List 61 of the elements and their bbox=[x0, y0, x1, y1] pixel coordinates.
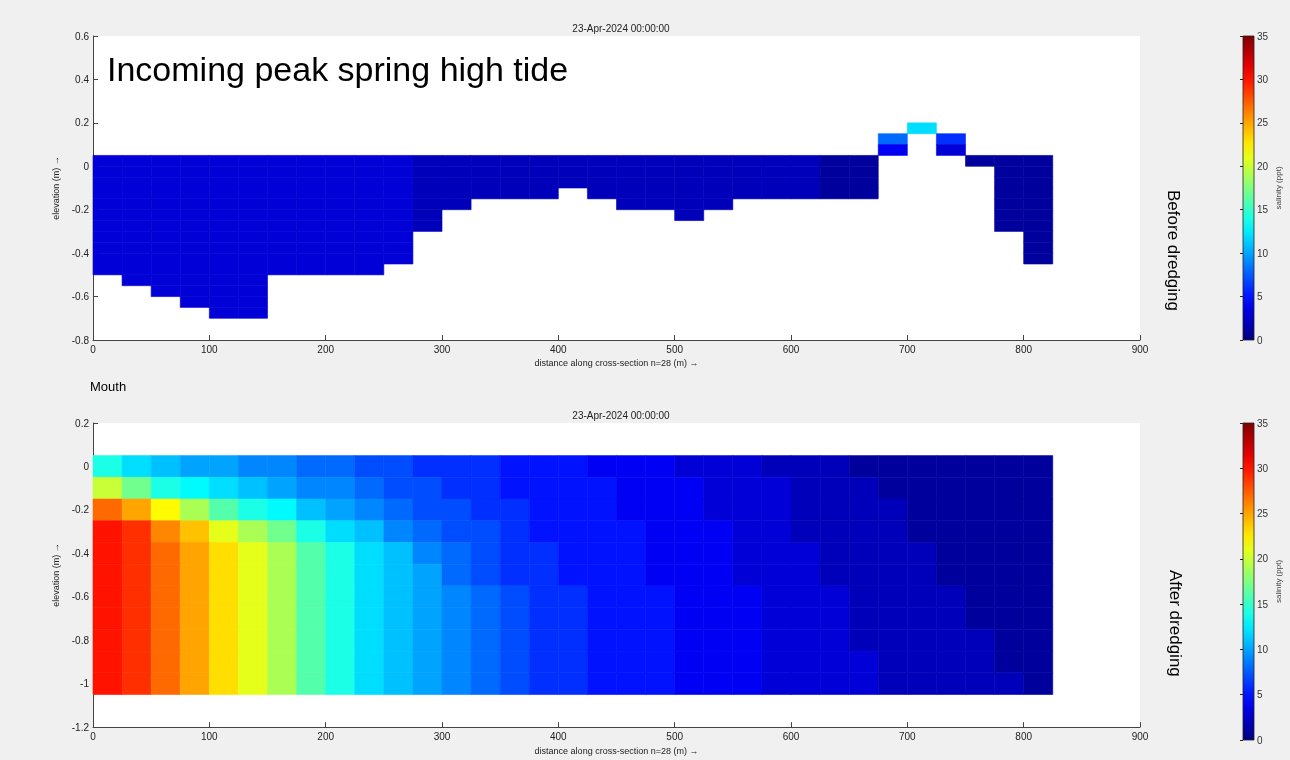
x-axis-title: distance along cross-section n=28 (m) → bbox=[534, 745, 699, 756]
x-tick-label: 200 bbox=[317, 730, 335, 742]
color-bar-label: 10 bbox=[1257, 247, 1269, 259]
y-axis-title: elevation (m) → bbox=[51, 156, 62, 220]
x-tick-label: 400 bbox=[549, 730, 568, 742]
y-tick-label: 0 bbox=[83, 160, 90, 172]
x-tick-label: 500 bbox=[666, 343, 684, 355]
x-tick-label: 200 bbox=[317, 343, 335, 355]
color-bar-title: salinity (ppt) bbox=[1273, 166, 1283, 210]
color-bar-label: 25 bbox=[1257, 117, 1269, 129]
y-tick-label: 0.4 bbox=[75, 73, 90, 85]
x-tick-label: 100 bbox=[200, 343, 219, 355]
y-tick-label: 0.6 bbox=[75, 30, 90, 42]
x-tick-label: 500 bbox=[666, 730, 684, 742]
x-tick-label: 900 bbox=[1131, 343, 1149, 355]
y-tick-label: -0.8 bbox=[71, 634, 90, 646]
y-axis-title: elevation (m) → bbox=[51, 543, 62, 607]
x-tick-label: 700 bbox=[898, 730, 917, 742]
x-tick-label: 600 bbox=[782, 730, 800, 742]
x-tick-label: 900 bbox=[1131, 730, 1149, 742]
y-tick-label: -0.6 bbox=[71, 291, 90, 303]
color-bar-label: 5 bbox=[1257, 689, 1263, 701]
color-bar-label: 35 bbox=[1257, 417, 1269, 429]
y-tick-label: -0.8 bbox=[71, 334, 90, 346]
color-bar-label: 0 bbox=[1257, 334, 1263, 346]
chart-title: 23-Apr-2024 00:00:00 bbox=[572, 409, 671, 421]
color-bar-label: 15 bbox=[1257, 598, 1269, 610]
x-tick-label: 300 bbox=[433, 730, 451, 742]
y-tick-label: -1 bbox=[80, 678, 90, 690]
color-bar-title: salinity (ppt) bbox=[1273, 559, 1283, 604]
y-tick-label: -0.6 bbox=[71, 591, 90, 603]
color-bar-label: 5 bbox=[1257, 291, 1263, 303]
y-tick-label: -0.4 bbox=[71, 247, 90, 259]
x-tick-label: 800 bbox=[1015, 343, 1033, 355]
text: Before dredging bbox=[1164, 190, 1183, 311]
annotation: Incoming peak spring high tide bbox=[107, 50, 569, 88]
x-tick-label: 600 bbox=[782, 343, 800, 355]
y-tick-label: -0.2 bbox=[71, 204, 90, 216]
text: After dredging bbox=[1166, 570, 1185, 677]
y-tick-label: 0.2 bbox=[75, 417, 90, 429]
chart-title: 23-Apr-2024 00:00:00 bbox=[572, 22, 671, 34]
color-bar-label: 10 bbox=[1257, 643, 1269, 655]
color-bar-label: 25 bbox=[1257, 508, 1269, 520]
color-bar-label: 15 bbox=[1257, 204, 1269, 216]
x-tick-label: 800 bbox=[1015, 730, 1033, 742]
y-tick-label: 0 bbox=[83, 460, 90, 472]
x-tick-label: 300 bbox=[433, 343, 451, 355]
x-tick-label: 100 bbox=[200, 730, 219, 742]
y-tick-label: 0.2 bbox=[75, 117, 90, 129]
x-tick-label: 700 bbox=[898, 343, 917, 355]
x-axis-title: distance along cross-section n=28 (m) → bbox=[534, 358, 699, 369]
y-tick-label: -1.2 bbox=[71, 721, 90, 733]
color-bar-label: 30 bbox=[1257, 462, 1269, 474]
color-bar-label: 30 bbox=[1257, 73, 1269, 85]
color-bar-label: 20 bbox=[1257, 160, 1269, 172]
text: Mouth bbox=[90, 379, 127, 394]
x-tick-label: 400 bbox=[549, 343, 568, 355]
y-tick-label: -0.4 bbox=[71, 547, 90, 559]
color-bar-label: 35 bbox=[1257, 30, 1269, 42]
y-tick-label: -0.2 bbox=[71, 504, 90, 516]
color-bar-label: 20 bbox=[1257, 553, 1269, 565]
